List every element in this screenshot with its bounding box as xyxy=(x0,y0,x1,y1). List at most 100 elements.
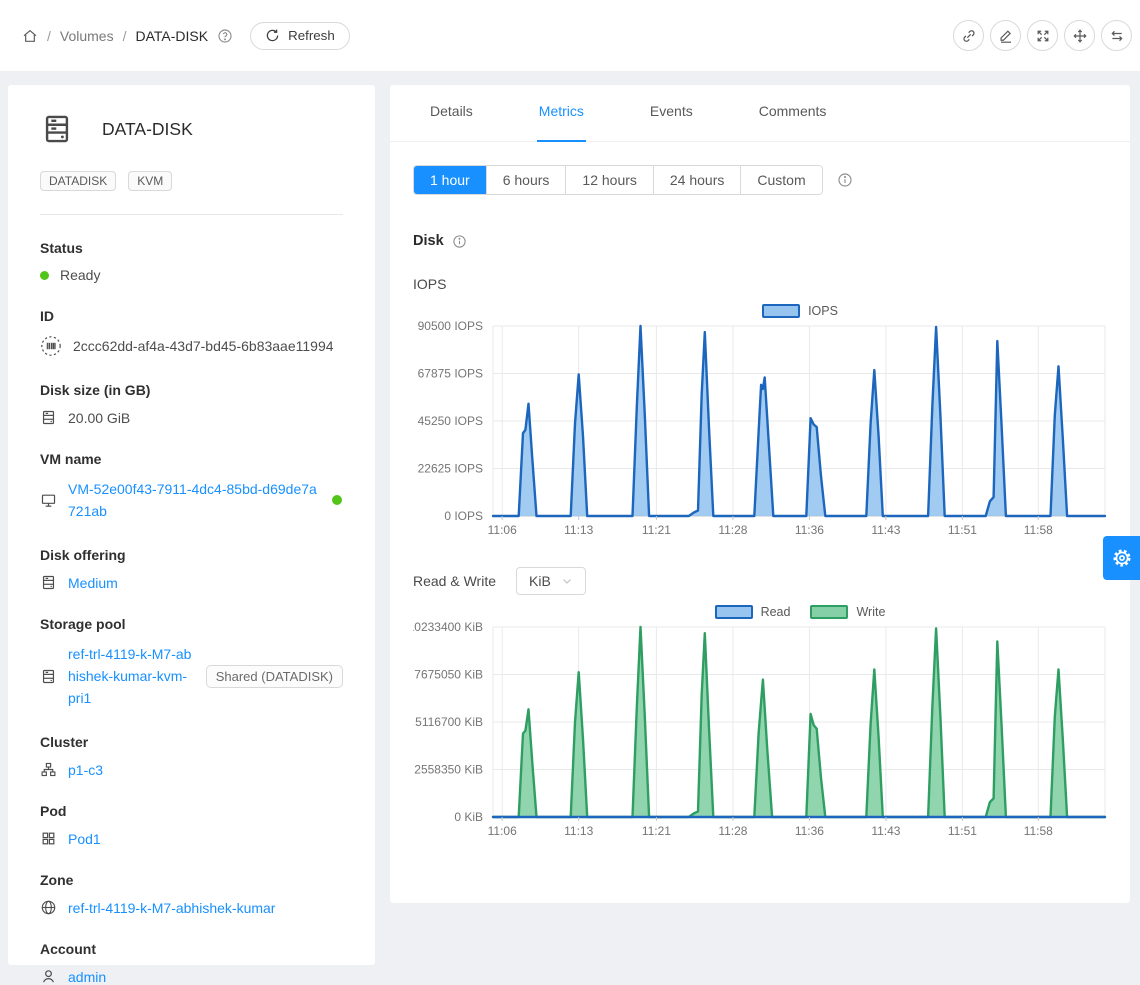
rw-chart-title: Read & Write xyxy=(413,573,496,589)
svg-text:11:13: 11:13 xyxy=(564,523,593,537)
legend-label: IOPS xyxy=(808,304,838,318)
legend-item-read[interactable]: Read xyxy=(715,605,791,619)
cluster-link[interactable]: p1-c3 xyxy=(68,762,103,778)
rw-chart-legend: Read Write xyxy=(413,605,1107,619)
swap-icon xyxy=(1109,28,1125,44)
svg-text:11:51: 11:51 xyxy=(948,824,977,838)
breadcrumb-current: DATA-DISK xyxy=(135,28,208,44)
field-cluster: Cluster p1-c3 xyxy=(40,734,343,778)
tab-details[interactable]: Details xyxy=(428,85,475,142)
tag-datadisk: DATADISK xyxy=(40,171,116,191)
unit-select[interactable]: KiB xyxy=(516,567,586,595)
range-12-hours-button[interactable]: 12 hours xyxy=(565,166,652,194)
move-button[interactable] xyxy=(1064,20,1095,51)
field-disk-offering: Disk offering Medium xyxy=(40,547,343,591)
field-status: Status Ready xyxy=(40,240,343,283)
home-icon[interactable] xyxy=(22,28,38,44)
range-24-hours-button[interactable]: 24 hours xyxy=(653,166,740,194)
vm-name-link[interactable]: VM-52e00f43-7911-4dc4-85bd-d69de7a721ab xyxy=(68,478,321,522)
time-range-info-icon[interactable] xyxy=(837,172,853,188)
svg-text:7675050 KiB: 7675050 KiB xyxy=(414,668,483,682)
resource-info-card: DATA-DISK DATADISK KVM Status Ready ID 2… xyxy=(8,85,375,965)
iops-chart-title: IOPS xyxy=(413,276,1107,292)
svg-text:0 IOPS: 0 IOPS xyxy=(444,509,483,523)
svg-text:11:06: 11:06 xyxy=(488,824,517,838)
rw-chart[interactable]: 11:0611:1311:2111:2811:3611:4311:5111:58… xyxy=(413,619,1107,846)
svg-text:11:13: 11:13 xyxy=(564,824,593,838)
svg-text:11:58: 11:58 xyxy=(1024,523,1053,537)
range-6-hours-button[interactable]: 6 hours xyxy=(486,166,566,194)
legend-swatch xyxy=(762,304,800,318)
field-pod: Pod Pod1 xyxy=(40,803,343,847)
disk-offering-link[interactable]: Medium xyxy=(68,575,118,591)
barcode-icon xyxy=(40,335,62,357)
field-disk-size: Disk size (in GB) 20.00 GiB xyxy=(40,382,343,426)
gear-icon xyxy=(1111,547,1133,569)
tab-events[interactable]: Events xyxy=(648,85,695,142)
status-dot xyxy=(40,271,49,280)
tab-bar: Details Metrics Events Comments xyxy=(390,85,1130,142)
edit-button[interactable] xyxy=(990,20,1021,51)
cluster-icon xyxy=(40,761,57,778)
user-icon xyxy=(40,968,57,985)
svg-text:11:21: 11:21 xyxy=(642,523,671,537)
field-vm-name: VM name VM-52e00f43-7911-4dc4-85bd-d69de… xyxy=(40,451,343,522)
field-storage-pool: Storage pool ref-trl-4119-k-M7-abhishek-… xyxy=(40,616,343,709)
svg-text:67875 IOPS: 67875 IOPS xyxy=(418,367,483,381)
desktop-icon xyxy=(40,492,57,509)
account-link[interactable]: admin xyxy=(68,969,106,985)
hdd-icon xyxy=(40,668,57,685)
header-actions xyxy=(953,20,1132,51)
svg-text:2558350 KiB: 2558350 KiB xyxy=(414,763,483,777)
settings-fab[interactable] xyxy=(1103,536,1140,580)
svg-text:22625 IOPS: 22625 IOPS xyxy=(418,462,483,476)
iops-chart-legend: IOPS xyxy=(413,304,1107,318)
breadcrumb-volumes[interactable]: Volumes xyxy=(60,28,114,44)
svg-text:45250 IOPS: 45250 IOPS xyxy=(418,414,483,428)
refresh-button[interactable]: Refresh xyxy=(250,22,350,50)
svg-text:11:51: 11:51 xyxy=(948,523,977,537)
divider xyxy=(40,214,343,215)
legend-item-iops[interactable]: IOPS xyxy=(762,304,838,318)
details-card: Details Metrics Events Comments 1 hour 6… xyxy=(390,85,1130,903)
svg-text:11:43: 11:43 xyxy=(871,824,900,838)
breadcrumb: / Volumes / DATA-DISK Refresh xyxy=(22,0,350,71)
tab-metrics[interactable]: Metrics xyxy=(537,85,586,142)
fullscreen-button[interactable] xyxy=(1027,20,1058,51)
hdd-icon xyxy=(40,409,57,426)
status-value: Ready xyxy=(60,267,100,283)
range-custom-button[interactable]: Custom xyxy=(740,166,821,194)
legend-item-write[interactable]: Write xyxy=(810,605,885,619)
svg-text:11:43: 11:43 xyxy=(871,523,900,537)
svg-text:10233400 KiB: 10233400 KiB xyxy=(413,620,483,634)
legend-swatch xyxy=(715,605,753,619)
top-bar: / Volumes / DATA-DISK Refresh xyxy=(0,0,1140,71)
svg-text:11:58: 11:58 xyxy=(1024,824,1053,838)
hdd-icon xyxy=(40,574,57,591)
pod-link[interactable]: Pod1 xyxy=(68,831,101,847)
iops-chart[interactable]: 11:0611:1311:2111:2811:3611:4311:5111:58… xyxy=(413,318,1107,545)
svg-text:90500 IOPS: 90500 IOPS xyxy=(418,319,483,333)
time-range-bar: 1 hour 6 hours 12 hours 24 hours Custom xyxy=(413,165,1107,195)
field-zone: Zone ref-trl-4119-k-M7-abhishek-kumar xyxy=(40,872,343,916)
help-icon[interactable] xyxy=(217,28,233,44)
link-icon xyxy=(961,28,977,44)
zone-link[interactable]: ref-trl-4119-k-M7-abhishek-kumar xyxy=(68,900,275,916)
swap-button[interactable] xyxy=(1101,20,1132,51)
legend-label: Read xyxy=(761,605,791,619)
range-1-hour-button[interactable]: 1 hour xyxy=(414,166,486,194)
reload-icon xyxy=(265,28,280,43)
svg-text:11:06: 11:06 xyxy=(488,523,517,537)
tab-comments[interactable]: Comments xyxy=(757,85,829,142)
field-id: ID 2ccc62dd-af4a-43d7-bd45-6b83aae11994 xyxy=(40,308,343,357)
disk-info-icon[interactable] xyxy=(452,234,467,249)
vm-status-dot xyxy=(332,495,342,505)
svg-text:11:28: 11:28 xyxy=(718,523,747,537)
svg-text:11:28: 11:28 xyxy=(718,824,747,838)
appstore-icon xyxy=(40,830,57,847)
globe-icon xyxy=(40,899,57,916)
link-button[interactable] xyxy=(953,20,984,51)
storage-pool-link[interactable]: ref-trl-4119-k-M7-abhishek-kumar-kvm-pri… xyxy=(68,643,195,709)
id-value: 2ccc62dd-af4a-43d7-bd45-6b83aae11994 xyxy=(73,338,334,354)
legend-label: Write xyxy=(856,605,885,619)
